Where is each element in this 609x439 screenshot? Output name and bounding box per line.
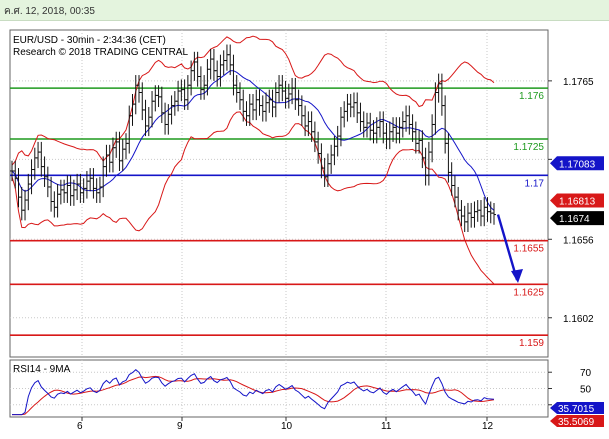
chart-title: EUR/USD - 30min - 2:34:36 (CET)	[13, 35, 166, 46]
bollinger-upper	[11, 35, 495, 166]
bollinger-lower	[11, 111, 495, 285]
rsi-tag-label: 35.7015	[558, 404, 595, 415]
y-tick-label: 1.1765	[563, 77, 594, 88]
price-tag	[550, 156, 604, 171]
rsi-line	[12, 369, 495, 416]
price-tag-label: 1.17083	[559, 159, 596, 170]
price-tag-label: 1.1674	[559, 214, 590, 225]
chart-subtitle: Research © 2018 TRADING CENTRAL	[13, 47, 188, 58]
moving-average	[11, 70, 495, 211]
level-label: 1.17	[525, 178, 545, 189]
y-tick-label: 1.1602	[563, 314, 594, 325]
forecast-arrow-head	[511, 268, 523, 283]
x-tick-label: 10	[281, 421, 293, 432]
date-bar: ค.ศ. 12, 2018, 00:35	[0, 0, 609, 21]
rsi-tick-label: 50	[580, 385, 592, 396]
x-tick-label: 11	[381, 421, 392, 432]
x-tick-label: 6	[77, 421, 83, 432]
x-tick-label: 12	[482, 421, 494, 432]
y-tick-label: 1.1656	[563, 235, 594, 246]
price-tag	[550, 193, 604, 208]
rsi-title: RSI14 - 9MA	[13, 364, 71, 375]
rsi-tag	[550, 415, 604, 427]
x-tick-label: 9	[177, 421, 183, 432]
rsi-tag	[550, 402, 604, 414]
date-label: ค.ศ. 12, 2018, 00:35	[4, 6, 95, 17]
rsi-tick-label: 70	[580, 368, 592, 379]
level-label: 1.1625	[513, 287, 544, 298]
price-tag-label: 1.16813	[559, 197, 596, 208]
forecast-arrow	[496, 214, 519, 281]
level-label: 1.159	[519, 338, 544, 349]
level-label: 1.1725	[513, 142, 544, 153]
level-label: 1.176	[519, 91, 544, 102]
level-label: 1.1655	[513, 244, 544, 255]
price-tag	[550, 211, 604, 226]
rsi-ma-line	[12, 375, 495, 416]
rsi-tag-label: 35.5069	[558, 417, 595, 428]
